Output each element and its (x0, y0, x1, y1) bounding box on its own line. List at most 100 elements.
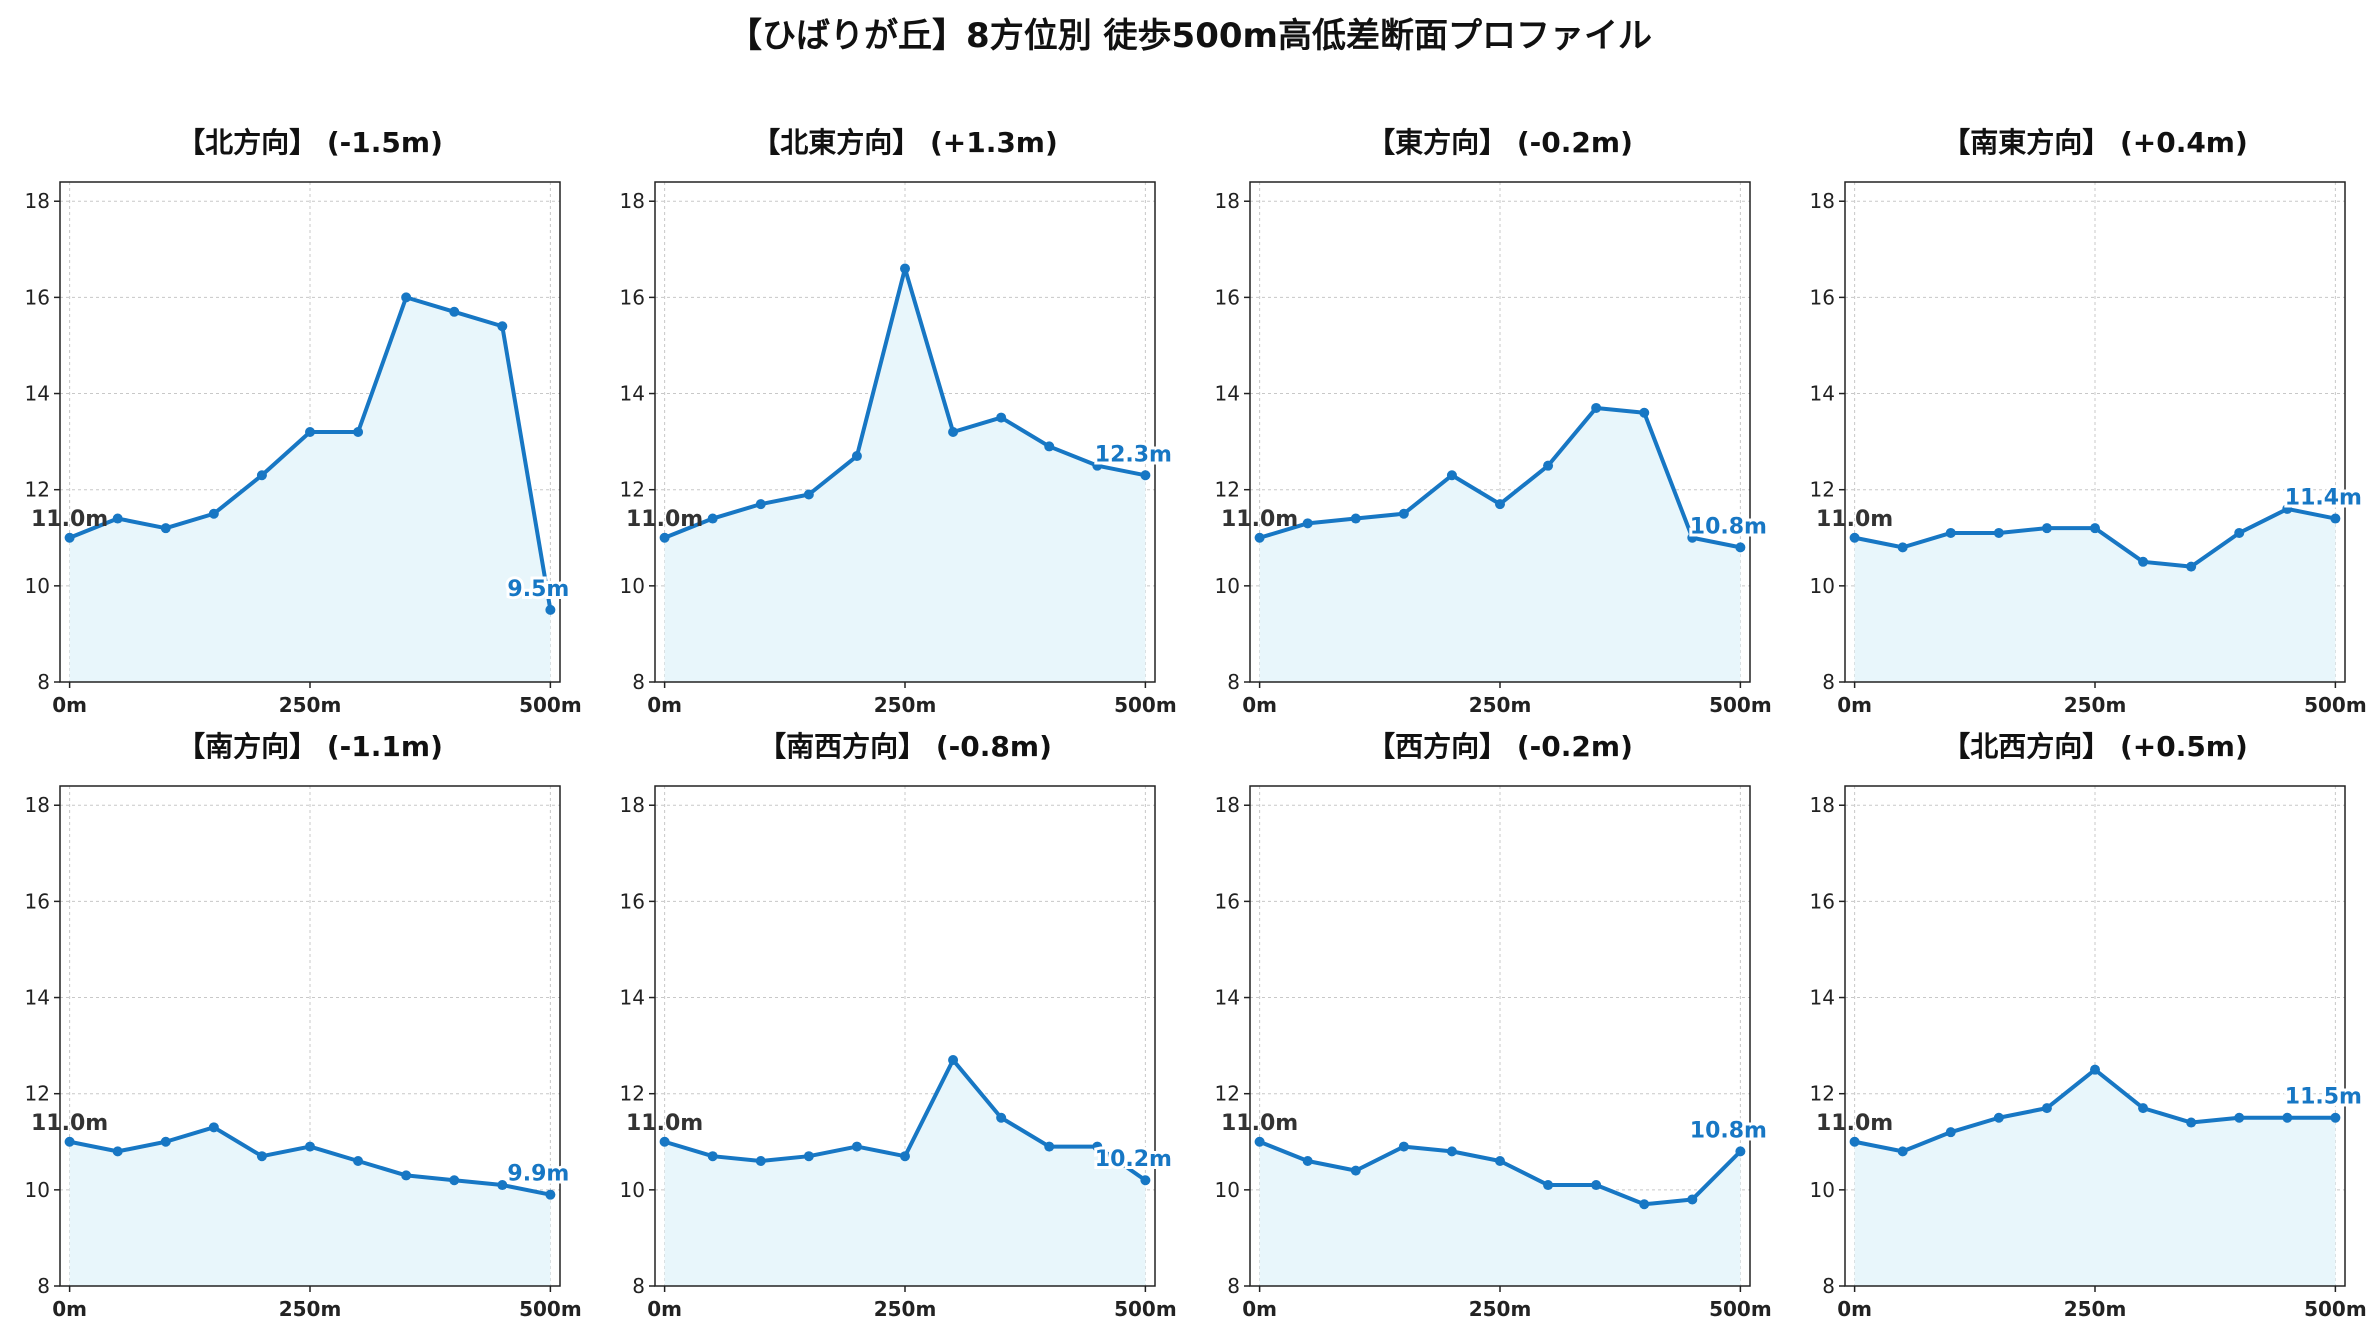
y-tick-label: 18 (25, 189, 50, 213)
end-value-label: 10.8m (1690, 514, 1767, 539)
y-tick-label: 10 (1215, 574, 1240, 598)
data-point (160, 1136, 171, 1147)
start-value-label: 11.0m (1816, 507, 1893, 532)
panel-title: 【南東方向】 (+0.4m) (1942, 126, 2248, 159)
y-tick-label: 18 (620, 189, 645, 213)
y-tick-label: 14 (25, 382, 50, 406)
data-point (1543, 460, 1554, 471)
data-point (305, 1141, 315, 1152)
data-point (1446, 470, 1457, 481)
x-tick-label: 0m (647, 693, 682, 717)
data-point (996, 412, 1007, 423)
data-point (64, 1136, 75, 1147)
y-tick-label: 12 (620, 1082, 645, 1106)
data-point (2330, 513, 2341, 524)
data-point (2234, 1112, 2245, 1123)
panel-4: 8 10 12 14 16 18 0m 250m 500m 【南東方向】 (+0.4m) 11.0m… (1810, 126, 2367, 717)
data-point (1044, 1141, 1055, 1152)
y-tick-label: 18 (1810, 189, 1835, 213)
end-value-label: 11.5m (2285, 1085, 2362, 1110)
x-tick-label: 250m (1469, 693, 1532, 717)
panel-title: 【西方向】 (-0.2m) (1367, 730, 1633, 763)
x-tick-label: 0m (52, 693, 87, 717)
data-point (1350, 1165, 1361, 1176)
data-point (996, 1112, 1007, 1123)
x-tick-label: 0m (52, 1297, 87, 1321)
data-point (1897, 1146, 1908, 1157)
data-point (803, 489, 814, 500)
data-point (2234, 527, 2245, 538)
y-tick-label: 8 (632, 670, 645, 694)
start-value-label: 11.0m (31, 507, 108, 532)
data-point (401, 1170, 412, 1181)
data-point (1044, 441, 1055, 452)
end-value-label: 9.5m (507, 577, 569, 602)
data-point (2138, 556, 2149, 567)
panel-title: 【北方向】 (-1.5m) (177, 126, 443, 159)
y-tick-label: 16 (25, 889, 50, 913)
y-tick-label: 8 (632, 1274, 645, 1298)
x-tick-label: 0m (647, 1297, 682, 1321)
x-tick-label: 500m (519, 693, 582, 717)
data-point (2090, 1064, 2100, 1075)
data-point (659, 532, 670, 543)
y-tick-label: 16 (1215, 889, 1240, 913)
y-tick-label: 12 (1215, 1082, 1240, 1106)
start-value-label: 11.0m (1221, 1111, 1298, 1136)
x-tick-label: 0m (1837, 1297, 1872, 1321)
y-tick-label: 18 (1215, 189, 1240, 213)
x-tick-label: 0m (1242, 1297, 1277, 1321)
data-point (1543, 1180, 1554, 1191)
panel-1: 8 10 12 14 16 18 0m 250m 500m 【北方向】 (-1.5m) 11.0m 9… (25, 126, 582, 717)
y-tick-label: 10 (1810, 574, 1835, 598)
data-point (803, 1151, 814, 1162)
y-tick-label: 10 (25, 1178, 50, 1202)
y-tick-label: 8 (37, 1274, 50, 1298)
data-point (2138, 1103, 2149, 1114)
data-point (353, 1156, 364, 1166)
y-tick-label: 14 (620, 986, 645, 1010)
data-point (64, 532, 75, 543)
end-value-label: 12.3m (1095, 442, 1172, 467)
y-tick-label: 16 (1810, 285, 1835, 309)
x-tick-label: 0m (1837, 693, 1872, 717)
area-fill (664, 1060, 1146, 1286)
y-tick-label: 14 (1215, 382, 1240, 406)
data-point (1092, 460, 1103, 471)
start-value-label: 11.0m (31, 1111, 108, 1136)
start-value-label: 11.0m (1816, 1111, 1893, 1136)
data-point (1254, 532, 1265, 543)
y-tick-label: 8 (1822, 670, 1835, 694)
data-point (545, 1189, 556, 1200)
y-tick-label: 16 (620, 889, 645, 913)
data-point (1092, 1141, 1103, 1152)
data-point (256, 470, 267, 481)
x-tick-label: 250m (2064, 693, 2127, 717)
y-tick-label: 18 (1810, 793, 1835, 817)
data-point (545, 604, 556, 615)
area-fill (1854, 1069, 2336, 1286)
panel-8: 8 10 12 14 16 18 0m 250m 500m 【北西方向】 (+0.5m) 11.0m… (1810, 730, 2367, 1321)
data-point (2186, 561, 2197, 572)
data-point (1735, 542, 1746, 553)
x-tick-label: 250m (2064, 1297, 2127, 1321)
x-tick-label: 0m (1242, 693, 1277, 717)
data-point (1687, 1194, 1698, 1205)
data-point (1687, 532, 1698, 543)
data-point (1495, 499, 1505, 510)
end-value-label: 11.4m (2285, 486, 2362, 511)
y-tick-label: 12 (1810, 478, 1835, 502)
area-fill (664, 268, 1146, 682)
data-point (1302, 518, 1313, 529)
data-point (112, 513, 123, 524)
x-tick-label: 500m (1709, 1297, 1772, 1321)
y-tick-label: 14 (1810, 986, 1835, 1010)
data-point (1735, 1146, 1746, 1157)
data-point (256, 1151, 267, 1162)
data-point (401, 292, 412, 303)
data-point (2186, 1117, 2197, 1128)
y-tick-label: 12 (1810, 1082, 1835, 1106)
y-tick-label: 16 (25, 285, 50, 309)
x-tick-label: 250m (1469, 1297, 1532, 1321)
data-point (2041, 1103, 2052, 1114)
